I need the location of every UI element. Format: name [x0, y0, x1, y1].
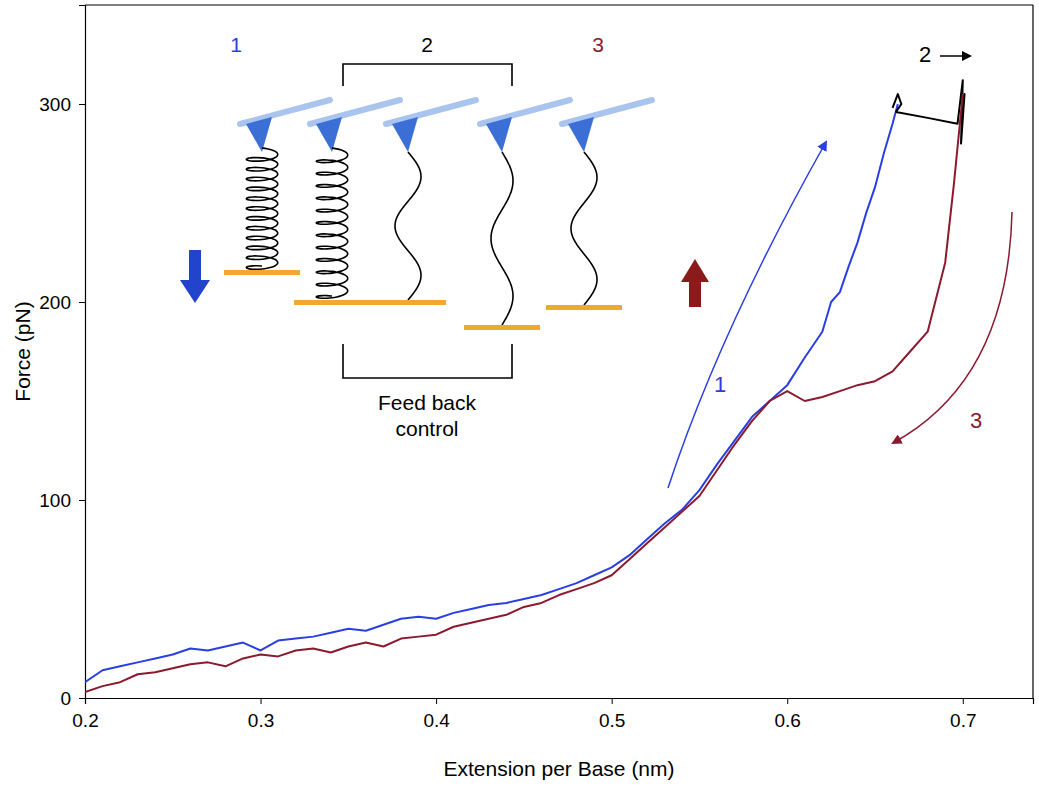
inset-step-label: 3	[592, 33, 604, 56]
y-tick-mark	[79, 104, 85, 105]
retract-arrow	[689, 281, 701, 307]
cantilever-beam	[310, 100, 400, 124]
curve-arrow	[893, 212, 1012, 443]
substrate	[294, 300, 370, 305]
x-tick: 0.4	[423, 698, 450, 731]
frame-right	[1032, 5, 1033, 698]
x-tick: 0.5	[599, 698, 625, 731]
stretched-molecule	[571, 152, 597, 305]
substrate	[464, 325, 540, 330]
cantilever-beam	[562, 100, 652, 124]
curve-label: 3	[970, 408, 982, 433]
x-axis: 0.2 0.3 0.4 0.5 0.6 0.7	[72, 698, 1033, 731]
stretched-molecule	[395, 152, 421, 300]
inset-step-label: 1	[230, 33, 242, 56]
x-tick: 0.3	[248, 698, 274, 731]
x-tick-label: 0.4	[423, 710, 450, 731]
x-tick: 0.6	[775, 698, 801, 731]
x-tick-mark	[436, 698, 437, 704]
y-tick: 200	[39, 292, 85, 313]
cantilever-tip	[392, 117, 418, 152]
inset-step-label: 2	[421, 33, 433, 56]
x-tick-mark	[261, 698, 262, 704]
cantilever-tip	[486, 117, 512, 152]
x-tick-label: 0.2	[72, 710, 98, 731]
y-tick: 300	[39, 94, 85, 115]
y-tick-label: 0	[60, 688, 71, 709]
chart: 0.2 0.3 0.4 0.5 0.6 0.7 0 100 200 300 Extension pe…	[0, 0, 1039, 794]
inset-diagram: 1 2 3 Feed backcontrol	[180, 33, 709, 440]
approach-arrow	[189, 250, 201, 280]
substrate	[224, 270, 300, 275]
x-tick-mark	[612, 698, 613, 704]
series-line	[893, 80, 965, 143]
y-tick-label: 300	[39, 94, 71, 115]
y-tick: 100	[39, 490, 85, 511]
x-tick-label: 0.5	[599, 710, 625, 731]
y-tick: 0	[60, 688, 85, 709]
series-line	[85, 94, 963, 692]
y-axis-title: Force (pN)	[11, 301, 34, 401]
cantilever-beam	[480, 100, 570, 124]
curve-arrow	[668, 142, 826, 488]
bracket-bottom	[343, 344, 512, 378]
x-tick-label: 0.6	[775, 710, 801, 731]
cantilever-tip	[316, 117, 342, 152]
series-line	[85, 104, 898, 682]
x-tick-label: 0.3	[248, 710, 274, 731]
y-axis: 0 100 200 300	[39, 6, 85, 709]
substrate	[546, 305, 622, 310]
approach-arrow-head	[180, 280, 210, 303]
cantilever-tip	[246, 117, 272, 152]
x-tick-mark	[963, 698, 964, 704]
cantilever-beam	[386, 100, 476, 124]
y-axis-line	[79, 6, 86, 699]
stretched-molecule	[491, 152, 513, 325]
x-tick-label: 0.7	[950, 710, 976, 731]
y-tick-label: 200	[39, 292, 71, 313]
curve-arrow	[940, 55, 970, 57]
y-tick-label: 100	[39, 490, 71, 511]
frame-top	[85, 4, 1033, 5]
coiled-molecule	[316, 148, 347, 298]
y-tick-mark	[79, 500, 85, 501]
x-axis-line	[86, 699, 1034, 705]
y-tick-mark	[79, 698, 85, 699]
x-tick-mark	[787, 698, 788, 704]
curve-label: 2	[919, 42, 931, 67]
cantilever-tip	[568, 117, 594, 152]
x-axis-title: Extension per Base (nm)	[443, 757, 674, 780]
y-tick-mark	[79, 302, 85, 303]
curve-label: 1	[714, 372, 726, 397]
coiled-molecule	[246, 148, 277, 269]
x-tick: 0.2	[72, 698, 98, 731]
plot-area	[85, 80, 965, 692]
substrate	[370, 300, 446, 305]
inset-caption: Feed backcontrol	[378, 391, 477, 440]
bracket-top	[343, 64, 512, 86]
x-tick: 0.7	[950, 698, 976, 731]
retract-arrow-head	[681, 259, 709, 282]
